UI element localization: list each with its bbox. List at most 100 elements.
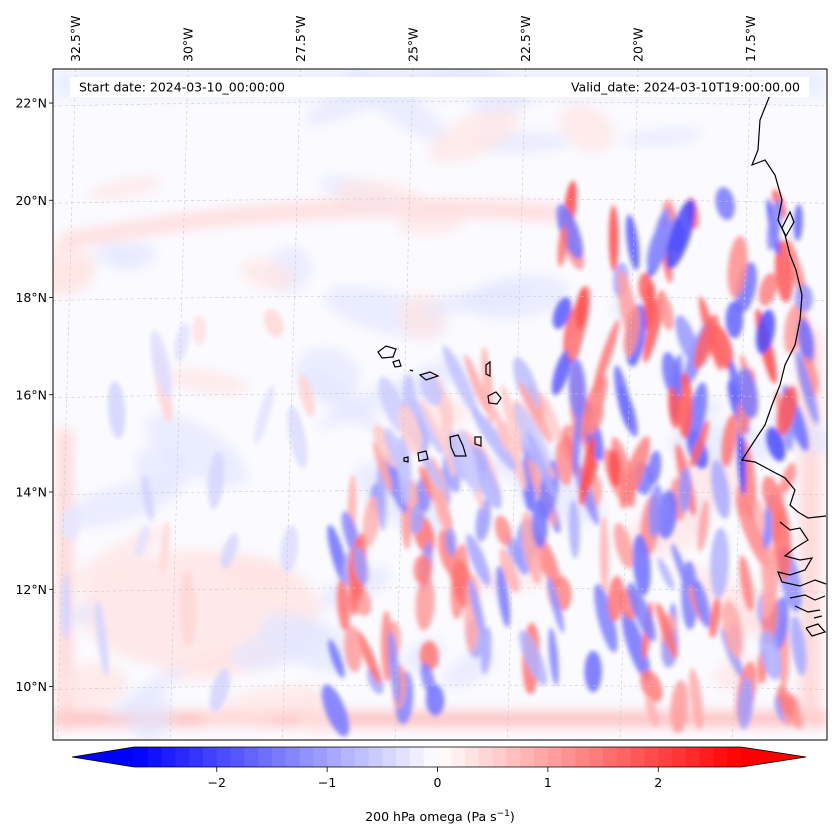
field-streak <box>494 515 512 546</box>
field-streak <box>640 669 663 703</box>
field-streak <box>568 499 580 559</box>
field-streak <box>555 439 573 486</box>
field-patch <box>559 104 615 153</box>
field-patch <box>429 108 520 163</box>
field-streak <box>766 198 783 251</box>
field-streak <box>627 582 656 642</box>
colorbar-cell <box>354 747 370 767</box>
field-streak <box>621 610 651 681</box>
field-streak <box>207 451 225 510</box>
colorbar-cell <box>630 747 646 767</box>
field-patch <box>623 128 703 146</box>
field-streak <box>645 696 659 727</box>
island-brava <box>403 456 409 463</box>
colorbar-cell <box>672 747 687 767</box>
field-streak <box>287 405 308 469</box>
field-streak <box>710 459 731 519</box>
colorbar-cell <box>271 747 287 767</box>
field-patch <box>335 180 425 212</box>
africa-coastline <box>740 94 827 519</box>
field-streak <box>493 407 509 452</box>
field-streak <box>780 463 796 493</box>
field-streak <box>625 214 640 271</box>
field-patch <box>423 285 532 314</box>
meridian-line <box>394 69 414 740</box>
colorbar-cell <box>313 747 328 767</box>
field-streak <box>790 615 807 676</box>
field-patch <box>241 259 295 291</box>
gridlines <box>53 69 827 740</box>
field-streak <box>387 630 401 705</box>
field-streak <box>95 600 109 676</box>
field-streak <box>575 287 588 330</box>
field-streak <box>408 501 425 535</box>
field-streak <box>61 507 81 541</box>
field-streak <box>415 441 444 493</box>
field-streak <box>442 345 479 416</box>
longitude-label: 25°W <box>406 27 421 62</box>
colorbar-tick-label: 0 <box>434 775 442 790</box>
field-streak <box>552 297 572 330</box>
field-streak <box>518 381 552 444</box>
field-streak <box>385 458 408 514</box>
parallel-line <box>53 490 827 496</box>
field-streak <box>413 554 433 585</box>
map-frame <box>52 68 828 741</box>
longitude-label: 27.5°W <box>293 16 308 62</box>
longitude-label: 22.5°W <box>518 16 533 62</box>
field-streak <box>475 499 491 542</box>
field-streak <box>471 407 517 472</box>
colorbar-extend-max <box>741 747 806 767</box>
field-patch <box>88 176 163 200</box>
longitude-label: 20°W <box>631 27 646 62</box>
field-streak <box>772 501 792 581</box>
colorbar-cell <box>230 747 245 767</box>
colorbar-cell <box>175 747 190 767</box>
latitude-label: 22°N <box>15 96 47 111</box>
field-streak <box>209 668 230 712</box>
field-streak <box>135 525 150 557</box>
field-streak <box>357 631 382 685</box>
field-streak <box>638 272 654 303</box>
field-streak <box>776 385 798 436</box>
field-streak <box>721 414 737 467</box>
colorbar-cell <box>465 747 480 767</box>
colorbar-tick-label: −2 <box>208 775 226 790</box>
field-streak <box>572 404 583 476</box>
colorbar-cell <box>189 747 204 767</box>
field-streak <box>647 450 662 485</box>
field-streak <box>557 226 568 267</box>
latitude-label: 16°N <box>15 387 47 402</box>
meridian-line <box>507 69 526 740</box>
field-streak <box>526 431 556 499</box>
colorbar-cell <box>616 747 632 767</box>
valid-date: Valid_date: 2024-03-10T19:00:00.00 <box>571 80 800 95</box>
field-streak <box>607 575 624 622</box>
field-streak <box>220 533 239 569</box>
island-maio <box>474 436 482 447</box>
field-streak <box>755 309 776 355</box>
colorbar-cell <box>409 747 425 767</box>
island-santiago <box>449 434 467 457</box>
island-santa-luzia <box>409 369 414 372</box>
field-streak <box>753 498 765 532</box>
field-streak <box>652 207 673 266</box>
field-streak <box>192 315 207 345</box>
field-streak <box>668 386 679 429</box>
field-streak <box>280 525 299 573</box>
field-streak <box>793 203 803 242</box>
parallel-line <box>53 392 827 399</box>
field-streak <box>362 495 380 547</box>
field-streak <box>150 330 172 398</box>
field-streak <box>420 662 436 698</box>
colorbar-tick-label: 2 <box>654 775 662 790</box>
field-streak <box>415 575 435 631</box>
colorbar-label: 200 hPa omega (Pa s−1) <box>365 809 515 824</box>
field-streak <box>499 548 520 593</box>
field-streak <box>568 358 587 420</box>
island-sao-nicolau <box>418 371 440 381</box>
island-sal <box>485 360 491 377</box>
colorbar-cell <box>202 747 218 767</box>
latitude-label: 10°N <box>15 679 47 694</box>
field-streak <box>556 204 584 260</box>
